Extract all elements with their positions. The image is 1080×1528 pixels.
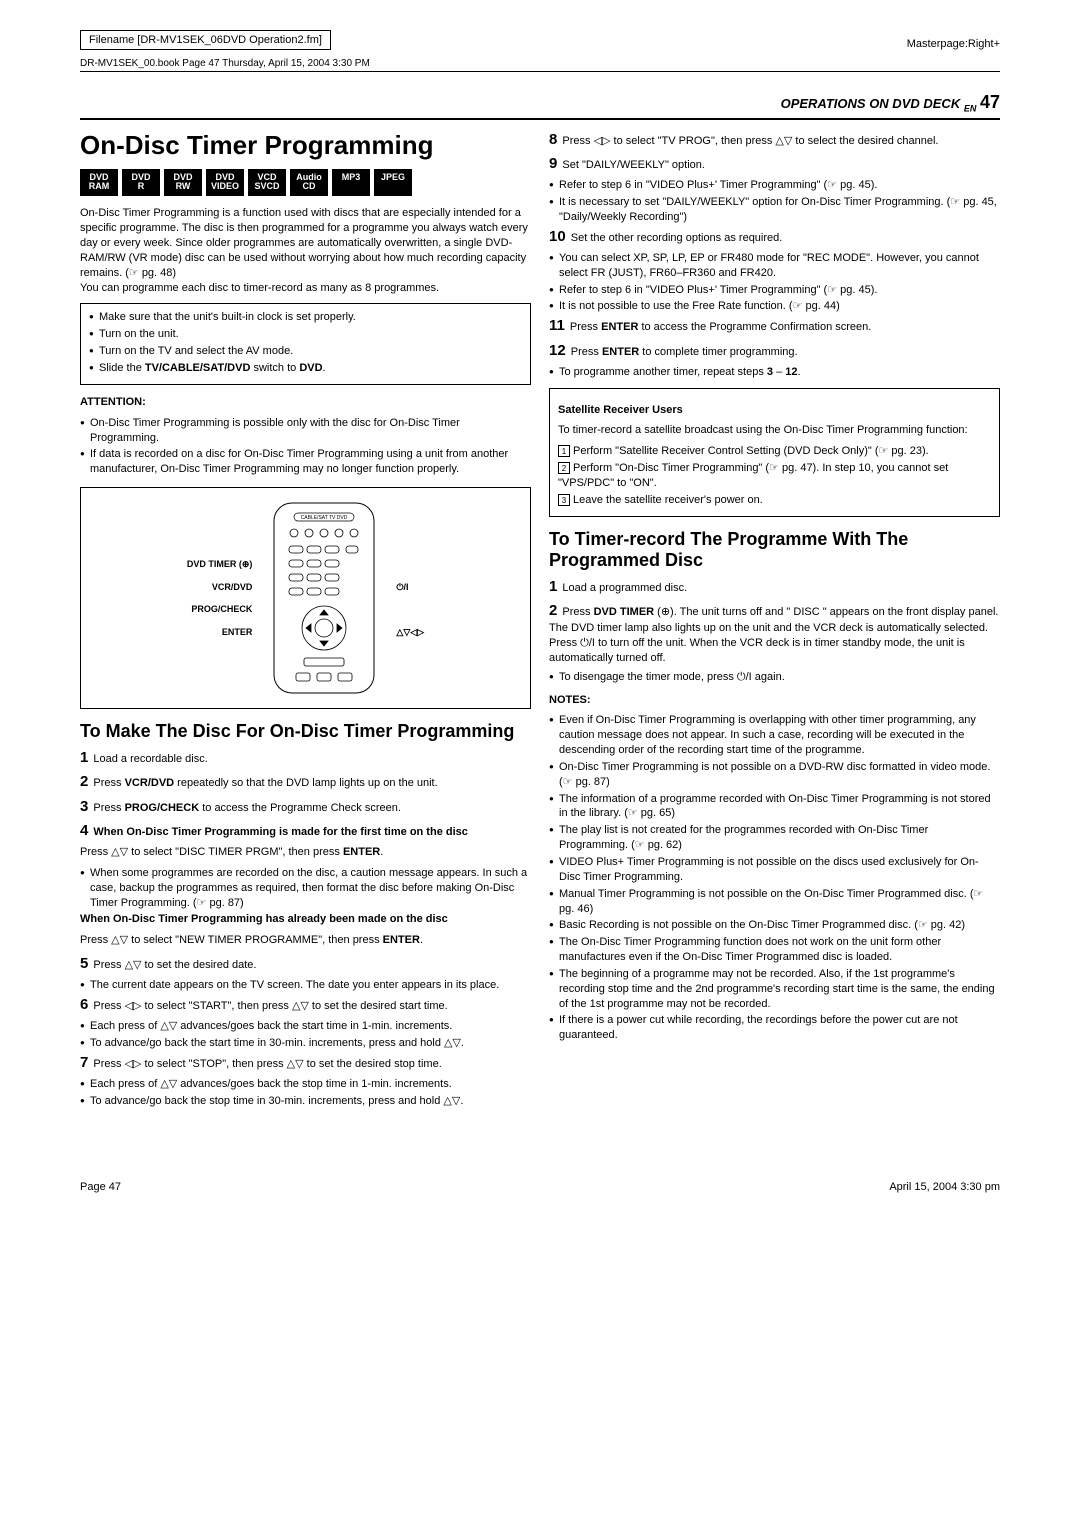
step-10: 10 Set the other recording options as re… (549, 227, 1000, 247)
remote-label-vcrdvd: VCR/DVD (187, 576, 253, 599)
notes-label: NOTES: (549, 693, 1000, 708)
intro-text: On-Disc Timer Programming is a function … (80, 206, 531, 295)
attention-list: On-Disc Timer Programming is possible on… (80, 416, 531, 477)
svg-text:CABLE/SAT TV DVD: CABLE/SAT TV DVD (301, 515, 348, 521)
notes-list: Even if On-Disc Timer Programming is ove… (549, 713, 1000, 1043)
step-1: 1 Load a recordable disc. (80, 748, 531, 768)
remote-label-dvdtimer: DVD TIMER (⊕) (187, 553, 253, 576)
step-5: 5 Press △▽ to set the desired date. (80, 954, 531, 974)
remote-label-progcheck: PROG/CHECK (187, 598, 253, 621)
step-9b1: Refer to step 6 in "VIDEO Plus+' Timer P… (549, 178, 1000, 193)
step-3: 3 Press PROG/CHECK to access the Program… (80, 797, 531, 817)
step-12b: To programme another timer, repeat steps… (549, 365, 1000, 380)
section-header: OPERATIONS ON DVD DECK EN 47 (80, 92, 1000, 114)
format-badges: DVDRAMDVDRDVDRWDVDVIDEOVCDSVCDAudioCDMP3… (80, 169, 531, 197)
page-title: On-Disc Timer Programming (80, 130, 531, 161)
step-4a: Press △▽ to select "DISC TIMER PRGM", th… (80, 845, 531, 860)
step-5b: The current date appears on the TV scree… (80, 978, 531, 993)
step-4: 4 When On-Disc Timer Programming is made… (80, 821, 531, 841)
remote-label-arrows: △▽◁▷ (396, 621, 424, 644)
subheading-make-disc: To Make The Disc For On-Disc Timer Progr… (80, 721, 531, 742)
sub2-step-2: 2 Press DVD TIMER (⊕). The unit turns of… (549, 601, 1000, 666)
step-7: 7 Press ◁▷ to select "STOP", then press … (80, 1053, 531, 1073)
section-lang: EN (964, 104, 977, 114)
step-12: 12 Press ENTER to complete timer program… (549, 341, 1000, 361)
step-4b: When some programmes are recorded on the… (80, 866, 531, 911)
step-11: 11 Press ENTER to access the Programme C… (549, 316, 1000, 336)
step-9b2: It is necessary to set "DAILY/WEEKLY" op… (549, 195, 1000, 225)
satellite-intro: To timer-record a satellite broadcast us… (558, 423, 991, 438)
satellite-heading: Satellite Receiver Users (558, 403, 991, 418)
step-6b1: Each press of △▽ advances/goes back the … (80, 1019, 531, 1034)
sub2-step-2b: To disengage the timer mode, press ⏻/I a… (549, 670, 1000, 685)
sub2-step-1: 1 Load a programmed disc. (549, 577, 1000, 597)
page-number: 47 (980, 92, 1000, 112)
step-10b2: Refer to step 6 in "VIDEO Plus+' Timer P… (549, 283, 1000, 298)
step-10b3: It is not possible to use the Free Rate … (549, 299, 1000, 314)
step-4-head2: When On-Disc Timer Programming has alrea… (80, 912, 531, 927)
step-6: 6 Press ◁▷ to select "START", then press… (80, 995, 531, 1015)
remote-icon: CABLE/SAT TV DVD (264, 498, 384, 698)
masterpage-label: Masterpage:Right+ (907, 38, 1000, 50)
section-title: OPERATIONS ON DVD DECK (781, 96, 961, 111)
footer-date: April 15, 2004 3:30 pm (889, 1181, 1000, 1193)
filename-box: Filename [DR-MV1SEK_06DVD Operation2.fm] (80, 30, 331, 50)
book-info: DR-MV1SEK_00.book Page 47 Thursday, Apri… (80, 58, 1000, 72)
remote-diagram-box: DVD TIMER (⊕) VCR/DVD PROG/CHECK ENTER C… (80, 487, 531, 709)
footer-page: Page 47 (80, 1181, 121, 1193)
step-10b1: You can select XP, SP, LP, EP or FR480 m… (549, 251, 1000, 281)
subheading-timer-record: To Timer-record The Programme With The P… (549, 529, 1000, 571)
prerequisites-box: Make sure that the unit's built-in clock… (80, 303, 531, 384)
satellite-box: Satellite Receiver Users To timer-record… (549, 388, 1000, 517)
remote-label-enter: ENTER (187, 621, 253, 644)
remote-label-power: ⏻/I (396, 576, 424, 599)
step-4c: Press △▽ to select "NEW TIMER PROGRAMME"… (80, 933, 531, 948)
step-2: 2 Press VCR/DVD repeatedly so that the D… (80, 772, 531, 792)
step-7b2: To advance/go back the stop time in 30-m… (80, 1094, 531, 1109)
step-6b2: To advance/go back the start time in 30-… (80, 1036, 531, 1051)
attention-label: ATTENTION: (80, 395, 531, 410)
step-9: 9 Set "DAILY/WEEKLY" option. (549, 154, 1000, 174)
step-7b1: Each press of △▽ advances/goes back the … (80, 1077, 531, 1092)
step-8: 8 Press ◁▷ to select "TV PROG", then pre… (549, 130, 1000, 150)
